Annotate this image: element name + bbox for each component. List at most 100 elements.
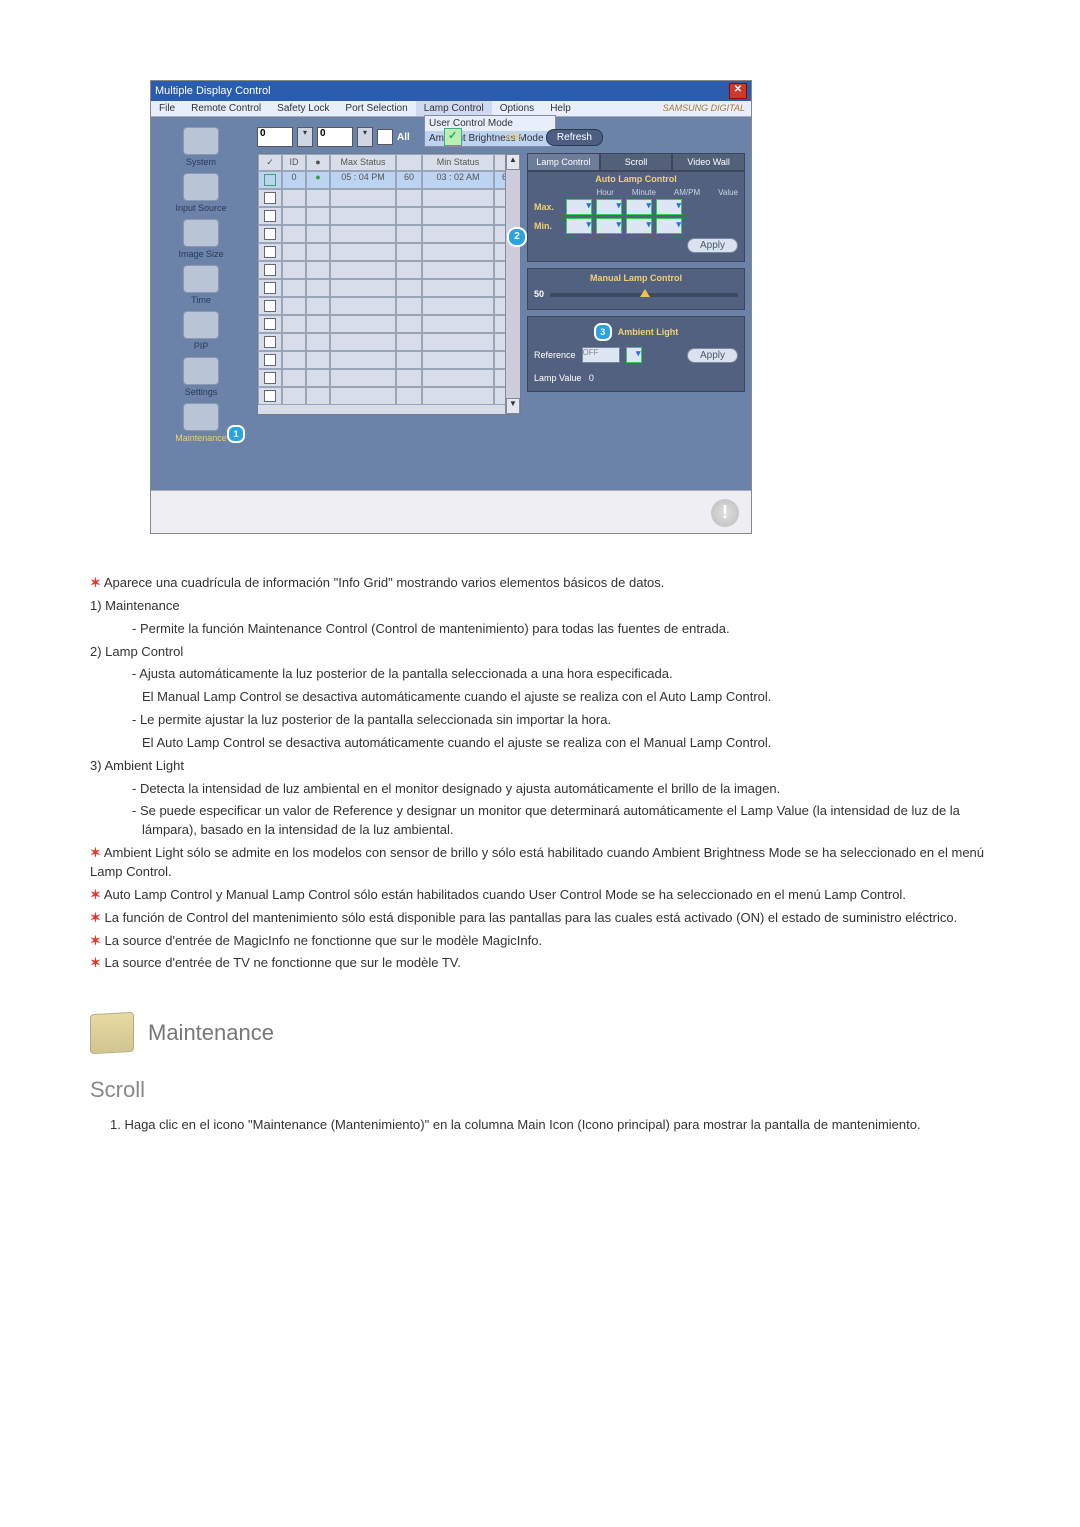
max-minute-select[interactable]: ▾ xyxy=(596,199,622,215)
menu-lamp[interactable]: Lamp Control xyxy=(416,101,492,116)
row-checkbox[interactable] xyxy=(264,246,276,258)
tab-video-wall[interactable]: Video Wall xyxy=(672,153,745,171)
document-body: ✶ Aparece una cuadrícula de información … xyxy=(90,574,990,973)
row-checkbox[interactable] xyxy=(264,282,276,294)
menu-options[interactable]: Options xyxy=(492,101,542,116)
sidebar-item-system[interactable]: System xyxy=(151,127,251,167)
scroll-down-icon[interactable]: ▼ xyxy=(506,398,520,414)
section-icon xyxy=(90,1012,134,1054)
dropdown-arrow-icon[interactable]: ▾ xyxy=(357,127,373,147)
grid-row[interactable] xyxy=(258,207,520,225)
all-checkbox[interactable] xyxy=(377,129,393,145)
auto-apply-button[interactable]: Apply xyxy=(687,238,738,253)
max-label: Max. xyxy=(534,202,562,212)
sidebar-label: Input Source xyxy=(151,203,251,213)
min-ampm-select[interactable]: ▾ xyxy=(626,218,652,234)
manual-value: 50 xyxy=(534,289,544,299)
min-hour-select[interactable]: ▾ xyxy=(566,218,592,234)
row-checkbox[interactable] xyxy=(264,192,276,204)
max-ampm-select[interactable]: ▾ xyxy=(626,199,652,215)
menu-port[interactable]: Port Selection xyxy=(337,101,415,116)
ambient-light-panel: 3 Ambient Light Reference OFF ▾ Apply La… xyxy=(527,316,745,392)
max-hour-select[interactable]: ▾ xyxy=(566,199,592,215)
doc-text: - Ajusta automáticamente la luz posterio… xyxy=(142,665,990,684)
sidebar-item-settings[interactable]: Settings xyxy=(151,357,251,397)
row-id: 0 xyxy=(282,171,306,189)
grid-row[interactable] xyxy=(258,369,520,387)
grid-row[interactable] xyxy=(258,261,520,279)
doc-text: La función de Control del mantenimiento … xyxy=(105,910,958,925)
doc-text: 1. Haga clic en el icono "Maintenance (M… xyxy=(110,1116,990,1135)
status-idle: Idle xyxy=(506,132,522,143)
sidebar-label: PIP xyxy=(151,341,251,351)
row-checkbox[interactable] xyxy=(264,354,276,366)
sidebar-item-time[interactable]: Time xyxy=(151,265,251,305)
row-max-status: 05 : 04 PM xyxy=(330,171,396,189)
min-minute-select[interactable]: ▾ xyxy=(596,218,622,234)
reference-select[interactable]: OFF xyxy=(582,347,620,363)
ambient-apply-button[interactable]: Apply xyxy=(687,348,738,363)
grid-row-selected[interactable]: 0 ● 05 : 04 PM 60 03 : 02 AM 60 xyxy=(258,171,520,189)
auto-lamp-title: Auto Lamp Control xyxy=(534,174,738,184)
row-checkbox[interactable] xyxy=(264,372,276,384)
refresh-button[interactable]: Refresh xyxy=(546,129,603,146)
row-checkbox[interactable] xyxy=(264,264,276,276)
reference-drop-icon[interactable]: ▾ xyxy=(626,347,642,363)
grid-row[interactable] xyxy=(258,315,520,333)
sidebar-item-maintenance[interactable]: Maintenance 1 xyxy=(151,403,251,443)
col-id: ID xyxy=(282,154,306,171)
grid-row[interactable] xyxy=(258,189,520,207)
row-checkbox[interactable] xyxy=(264,300,276,312)
slider-thumb-icon[interactable] xyxy=(640,289,650,297)
sidebar-item-image[interactable]: Image Size xyxy=(151,219,251,259)
brand-label: SAMSUNG DIGITAL xyxy=(655,101,751,116)
menu-help[interactable]: Help xyxy=(542,101,579,116)
menu-bar: File Remote Control Safety Lock Port Sel… xyxy=(151,101,751,117)
callout-2-icon: 2 xyxy=(507,227,527,247)
grid-row[interactable] xyxy=(258,243,520,261)
doc-text: Auto Lamp Control y Manual Lamp Control … xyxy=(104,887,906,902)
row-checkbox[interactable] xyxy=(264,390,276,402)
doc-text: 3) Ambient Light xyxy=(90,757,990,776)
max-value-select[interactable]: ▾ xyxy=(656,199,682,215)
grid-row[interactable] xyxy=(258,297,520,315)
id-to-input[interactable]: 0 xyxy=(317,127,353,147)
row-checkbox[interactable] xyxy=(264,336,276,348)
row-checkbox[interactable] xyxy=(264,210,276,222)
scroll-up-icon[interactable]: ▲ xyxy=(506,154,520,170)
right-tabs: Lamp Control Scroll Video Wall xyxy=(527,153,745,171)
doc-text: - Detecta la intensidad de luz ambiental… xyxy=(142,780,990,799)
star-icon: ✶ xyxy=(90,887,101,902)
toolbar: 0 ▾ 0 ▾ All ✓ Idle Refresh xyxy=(257,127,745,147)
grid-row[interactable] xyxy=(258,279,520,297)
tab-lamp-control[interactable]: Lamp Control xyxy=(527,153,600,171)
reference-label: Reference xyxy=(534,350,576,360)
row-checkbox[interactable] xyxy=(264,228,276,240)
row-min-status: 03 : 02 AM xyxy=(422,171,494,189)
id-from-input[interactable]: 0 xyxy=(257,127,293,147)
grid-scrollbar[interactable]: ▲ ▼ xyxy=(505,154,520,414)
sidebar-label: System xyxy=(151,157,251,167)
doc-text: 1) Maintenance xyxy=(90,597,990,616)
all-label: All xyxy=(397,132,410,143)
min-value-select[interactable]: ▾ xyxy=(656,218,682,234)
manual-slider[interactable] xyxy=(550,293,738,297)
row-checkbox[interactable] xyxy=(264,318,276,330)
row-checkbox[interactable] xyxy=(264,174,276,186)
tab-scroll[interactable]: Scroll xyxy=(600,153,673,171)
check-icon[interactable]: ✓ xyxy=(444,128,462,146)
grid-row[interactable] xyxy=(258,387,520,405)
menu-safety[interactable]: Safety Lock xyxy=(269,101,337,116)
grid-row[interactable] xyxy=(258,333,520,351)
doc-text: - Permite la función Maintenance Control… xyxy=(142,620,990,639)
dropdown-arrow-icon[interactable]: ▾ xyxy=(297,127,313,147)
sidebar-item-input[interactable]: Input Source xyxy=(151,173,251,213)
close-icon[interactable]: ✕ xyxy=(729,83,747,99)
callout-1-icon: 1 xyxy=(227,425,245,443)
menu-file[interactable]: File xyxy=(151,101,183,116)
grid-row[interactable] xyxy=(258,351,520,369)
grid-row[interactable] xyxy=(258,225,520,243)
sidebar-item-pip[interactable]: PIP xyxy=(151,311,251,351)
menu-remote[interactable]: Remote Control xyxy=(183,101,269,116)
manual-lamp-panel: Manual Lamp Control 50 xyxy=(527,268,745,310)
